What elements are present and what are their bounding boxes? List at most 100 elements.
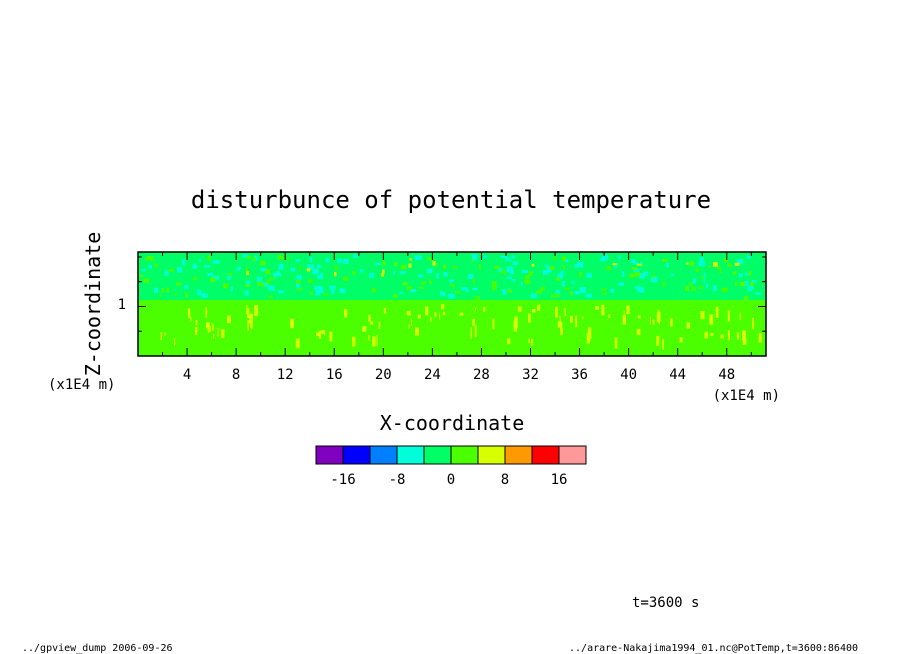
heatmap-cell (401, 271, 405, 274)
heatmap-cell (580, 287, 587, 294)
heatmap-field (138, 252, 766, 356)
heatmap-cell (735, 281, 738, 287)
heatmap-cell (483, 307, 486, 312)
heatmap-cell (406, 286, 413, 290)
heatmap-cell (474, 325, 477, 337)
heatmap-cell (564, 307, 567, 316)
heatmap-cell (743, 296, 749, 301)
heatmap-cell (207, 272, 214, 277)
heatmap-cell (727, 263, 732, 267)
colorbar-tick-label: -16 (330, 472, 355, 488)
heatmap-cell (419, 286, 424, 289)
heatmap-cell (205, 322, 210, 329)
heatmap-cell (736, 332, 740, 340)
heatmap-cell (623, 310, 625, 315)
heatmap-cell (556, 293, 560, 298)
x-axis-unit: (x1E4 m) (713, 388, 780, 404)
heatmap-cell (536, 290, 542, 294)
heatmap-cell (154, 287, 159, 294)
heatmap-cell (320, 272, 323, 279)
heatmap-cell (174, 338, 176, 346)
heatmap-cell (703, 272, 706, 278)
heatmap-cell (461, 287, 468, 291)
heatmap-cell (227, 275, 231, 280)
heatmap-cell (507, 289, 512, 293)
heatmap-cell (212, 260, 220, 264)
z-axis-unit: (x1E4 m) (48, 377, 115, 393)
heatmap-cell (698, 262, 706, 267)
colorbar-swatch (450, 445, 479, 465)
heatmap-cell (719, 268, 722, 274)
footer-right: ../arare-Nakajima1994_01.nc@PotTemp,t=36… (569, 643, 858, 654)
heatmap-cell (359, 269, 364, 273)
heatmap-cell (393, 294, 398, 298)
heatmap-cell (700, 311, 705, 320)
x-tick-label: 4 (183, 367, 191, 383)
heatmap-cell (524, 279, 531, 285)
heatmap-cell (509, 270, 515, 275)
heatmap-cell (629, 273, 634, 278)
heatmap-cell (201, 293, 208, 298)
heatmap-cell (528, 271, 533, 276)
heatmap-cell (287, 257, 290, 261)
heatmap-cell (442, 292, 446, 297)
x-tick-label: 48 (718, 367, 735, 383)
heatmap-cell (221, 329, 225, 338)
heatmap-cell (640, 261, 643, 265)
heatmap-cell (573, 291, 580, 295)
heatmap-cell (217, 328, 219, 337)
heatmap-cell (260, 260, 266, 266)
heatmap-cell (528, 338, 530, 343)
heatmap-cell (686, 322, 690, 329)
heatmap-cell (524, 275, 530, 280)
heatmap-cell (236, 266, 241, 271)
heatmap-cell (491, 285, 497, 290)
heatmap-cell (296, 275, 302, 280)
heatmap-cell (247, 319, 249, 331)
heatmap-cell (472, 255, 477, 261)
heatmap-cell (410, 288, 417, 293)
heatmap-cyan-cells (141, 254, 762, 299)
heatmap-cell (537, 304, 541, 311)
heatmap-cell (595, 306, 599, 310)
heatmap-cell (277, 255, 284, 260)
heatmap-cell (531, 309, 536, 313)
heatmap-cell (323, 331, 326, 336)
heatmap-cell (139, 274, 144, 277)
heatmap-cell (559, 315, 561, 322)
heatmap-cell (507, 338, 511, 345)
heatmap-cell (192, 263, 197, 269)
heatmap-cell (563, 259, 569, 263)
heatmap-cell (492, 281, 497, 287)
heatmap-cell (474, 307, 477, 311)
heatmap-cell (147, 255, 154, 260)
heatmap-cell (393, 271, 396, 275)
heatmap-cell (634, 272, 641, 277)
x-tick-label: 12 (277, 367, 294, 383)
heatmap-cell (564, 287, 570, 290)
heatmap-cell (608, 314, 611, 318)
heatmap-cell (575, 315, 578, 328)
heatmap-cell (250, 319, 253, 329)
heatmap-cell (512, 261, 518, 266)
heatmap-cell (450, 284, 455, 287)
heatmap-cell (296, 280, 301, 284)
heatmap-cell (521, 270, 529, 274)
heatmap-cell (506, 276, 512, 280)
heatmap-cell (550, 294, 556, 298)
heatmap-cell (164, 270, 169, 276)
heatmap-cell (262, 281, 269, 287)
heatmap-cell (436, 273, 439, 279)
heatmap-cell (145, 256, 148, 261)
heatmap-cell (227, 315, 231, 324)
heatmap-cell (472, 318, 476, 326)
heatmap-cell (375, 262, 381, 266)
heatmap-cell (250, 313, 253, 321)
heatmap-cell (159, 294, 162, 298)
heatmap-cell (268, 285, 275, 291)
heatmap-cell (299, 266, 302, 270)
heatmap-cell (582, 316, 584, 320)
heatmap-cell (626, 305, 630, 315)
heatmap-cell (540, 287, 545, 291)
heatmap-cell (329, 331, 333, 342)
